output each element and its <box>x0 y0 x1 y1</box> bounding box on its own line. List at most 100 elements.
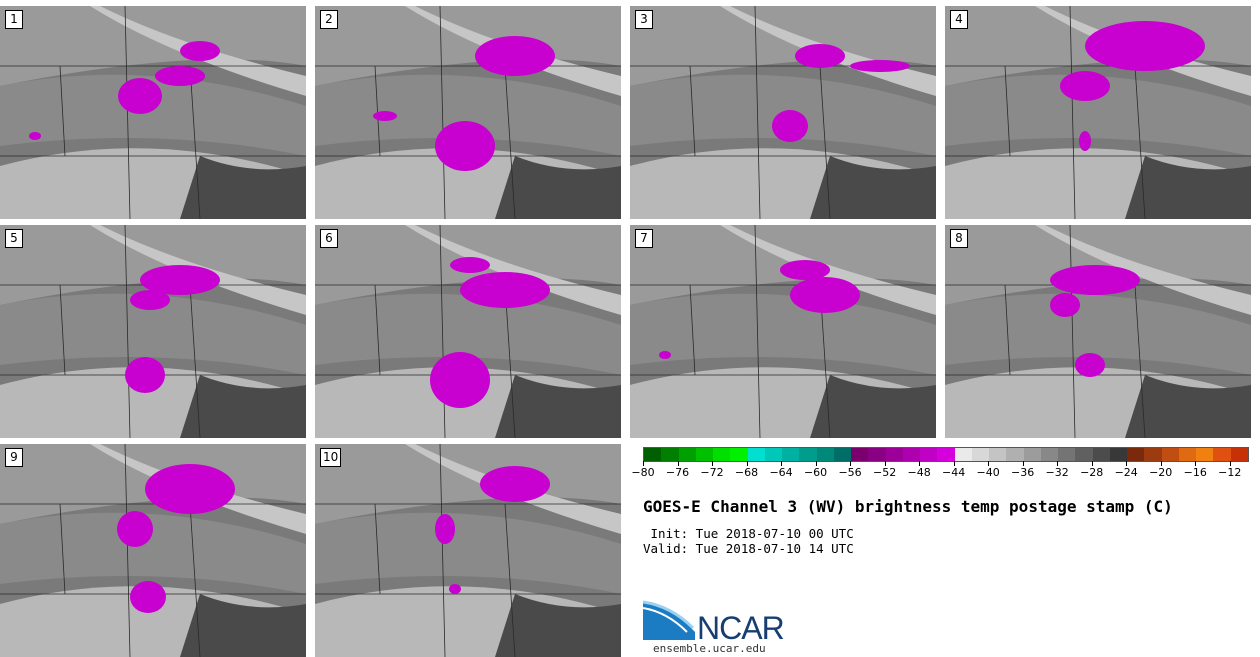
colorbar-tick-mark <box>1160 461 1162 466</box>
colorbar-tick-label: −36 <box>1011 466 1035 479</box>
cold-cloud-top <box>130 290 170 310</box>
state-border <box>1004 65 1011 157</box>
panel-label: 1 <box>5 10 23 29</box>
colorbar-tick-label: −20 <box>1149 466 1173 479</box>
cold-cloud-top <box>155 66 205 86</box>
colorbar-tick-mark <box>850 461 852 466</box>
cold-cloud-top <box>180 41 220 61</box>
colorbar-swatch <box>1196 448 1214 461</box>
colorbar-swatch <box>1144 448 1162 461</box>
cold-cloud-top <box>475 36 555 76</box>
panel-label: 9 <box>5 448 23 467</box>
figure-title: GOES-E Channel 3 (WV) brightness temp po… <box>643 497 1173 516</box>
colorbar-tick-mark <box>919 461 921 466</box>
logo-text: NCAR <box>697 610 785 646</box>
panel-label: 6 <box>320 229 338 248</box>
colorbar-tick-mark <box>712 461 714 466</box>
cloud-band <box>0 293 306 375</box>
state-border <box>1069 225 1076 438</box>
colorbar-swatch <box>971 448 989 461</box>
cloud-band <box>405 225 621 315</box>
cold-cloud-top <box>460 272 550 308</box>
state-border <box>374 65 381 157</box>
panel-label: 10 <box>320 448 342 467</box>
state-border <box>504 284 516 438</box>
colorbar-tick-label: −16 <box>1183 466 1207 479</box>
member-panel-7: 7 <box>630 225 936 438</box>
cloud-band <box>810 156 936 219</box>
cold-cloud-top <box>373 111 397 121</box>
colorbar-swatch <box>954 448 972 461</box>
colorbar-tick-label: −44 <box>942 466 966 479</box>
cold-cloud-top <box>1079 131 1091 151</box>
cloud-band <box>0 74 306 156</box>
colorbar-swatch <box>747 448 765 461</box>
member-panel-2: 2 <box>315 6 621 219</box>
cold-cloud-top <box>1060 71 1110 101</box>
cold-cloud-top <box>140 265 220 295</box>
cloud-band <box>315 293 621 375</box>
colorbar-tick-mark <box>746 461 748 466</box>
colorbar-tick-mark <box>1091 461 1093 466</box>
colorbar-swatch <box>902 448 920 461</box>
colorbar-tick-mark <box>677 461 679 466</box>
cloud-band <box>495 156 621 219</box>
colorbar-swatch <box>1178 448 1196 461</box>
cloud-band <box>0 512 306 594</box>
colorbar-tick-mark <box>1126 461 1128 466</box>
colorbar-tick-mark <box>988 461 990 466</box>
colorbar-swatch <box>644 448 662 461</box>
member-panel-4: 4 <box>945 6 1251 219</box>
wv-imagery-map <box>630 6 936 219</box>
wv-imagery-map <box>0 225 306 438</box>
colorbar-tick-label: −12 <box>1218 466 1242 479</box>
colorbar-tick-label: −56 <box>838 466 862 479</box>
member-panel-8: 8 <box>945 225 1251 438</box>
member-panel-6: 6 <box>315 225 621 438</box>
cold-cloud-top <box>850 60 910 72</box>
wv-imagery-map <box>945 6 1251 219</box>
colorbar-tick-mark <box>1057 461 1059 466</box>
colorbar-swatch <box>1213 448 1231 461</box>
cloud-band <box>945 74 1251 156</box>
colorbar-swatch <box>678 448 696 461</box>
cold-cloud-top <box>1050 265 1140 295</box>
cold-cloud-top <box>480 466 550 502</box>
cold-cloud-top <box>125 357 165 393</box>
colorbar-tick-label: −24 <box>1114 466 1138 479</box>
colorbar-tick-mark <box>953 461 955 466</box>
cold-cloud-top <box>1085 21 1205 71</box>
state-border <box>1134 284 1146 438</box>
state-border <box>59 503 66 595</box>
colorbar-tick-mark <box>781 461 783 466</box>
colorbar-tick-label: −80 <box>631 466 655 479</box>
colorbar-swatch <box>1127 448 1145 461</box>
state-border <box>59 284 66 376</box>
wv-imagery-map <box>945 225 1251 438</box>
cold-cloud-top <box>145 464 235 514</box>
colorbar-swatch <box>695 448 713 461</box>
colorbar-tick-label: −68 <box>734 466 759 479</box>
ncar-logo-icon <box>643 600 695 640</box>
colorbar-tick-label: −32 <box>1045 466 1069 479</box>
colorbar-swatch <box>764 448 782 461</box>
init-time: Init: Tue 2018-07-10 00 UTC <box>643 526 854 541</box>
cloud-band <box>180 375 306 438</box>
state-border <box>754 225 761 438</box>
cold-cloud-top <box>659 351 671 359</box>
colorbar-swatch <box>1161 448 1179 461</box>
colorbar-tick-label: −28 <box>1080 466 1104 479</box>
colorbar-swatch <box>1023 448 1041 461</box>
colorbar-tick-label: −64 <box>769 466 793 479</box>
cold-cloud-top <box>117 511 153 547</box>
panel-label: 8 <box>950 229 968 248</box>
wv-imagery-map <box>315 225 621 438</box>
wv-imagery-map <box>630 225 936 438</box>
colorbar-swatch <box>1075 448 1093 461</box>
colorbar-swatch <box>1109 448 1127 461</box>
cloud-band <box>945 293 1251 375</box>
state-border <box>124 6 131 219</box>
cold-cloud-top <box>450 257 490 273</box>
colorbar-swatch <box>851 448 869 461</box>
member-panel-1: 1 <box>0 6 306 219</box>
